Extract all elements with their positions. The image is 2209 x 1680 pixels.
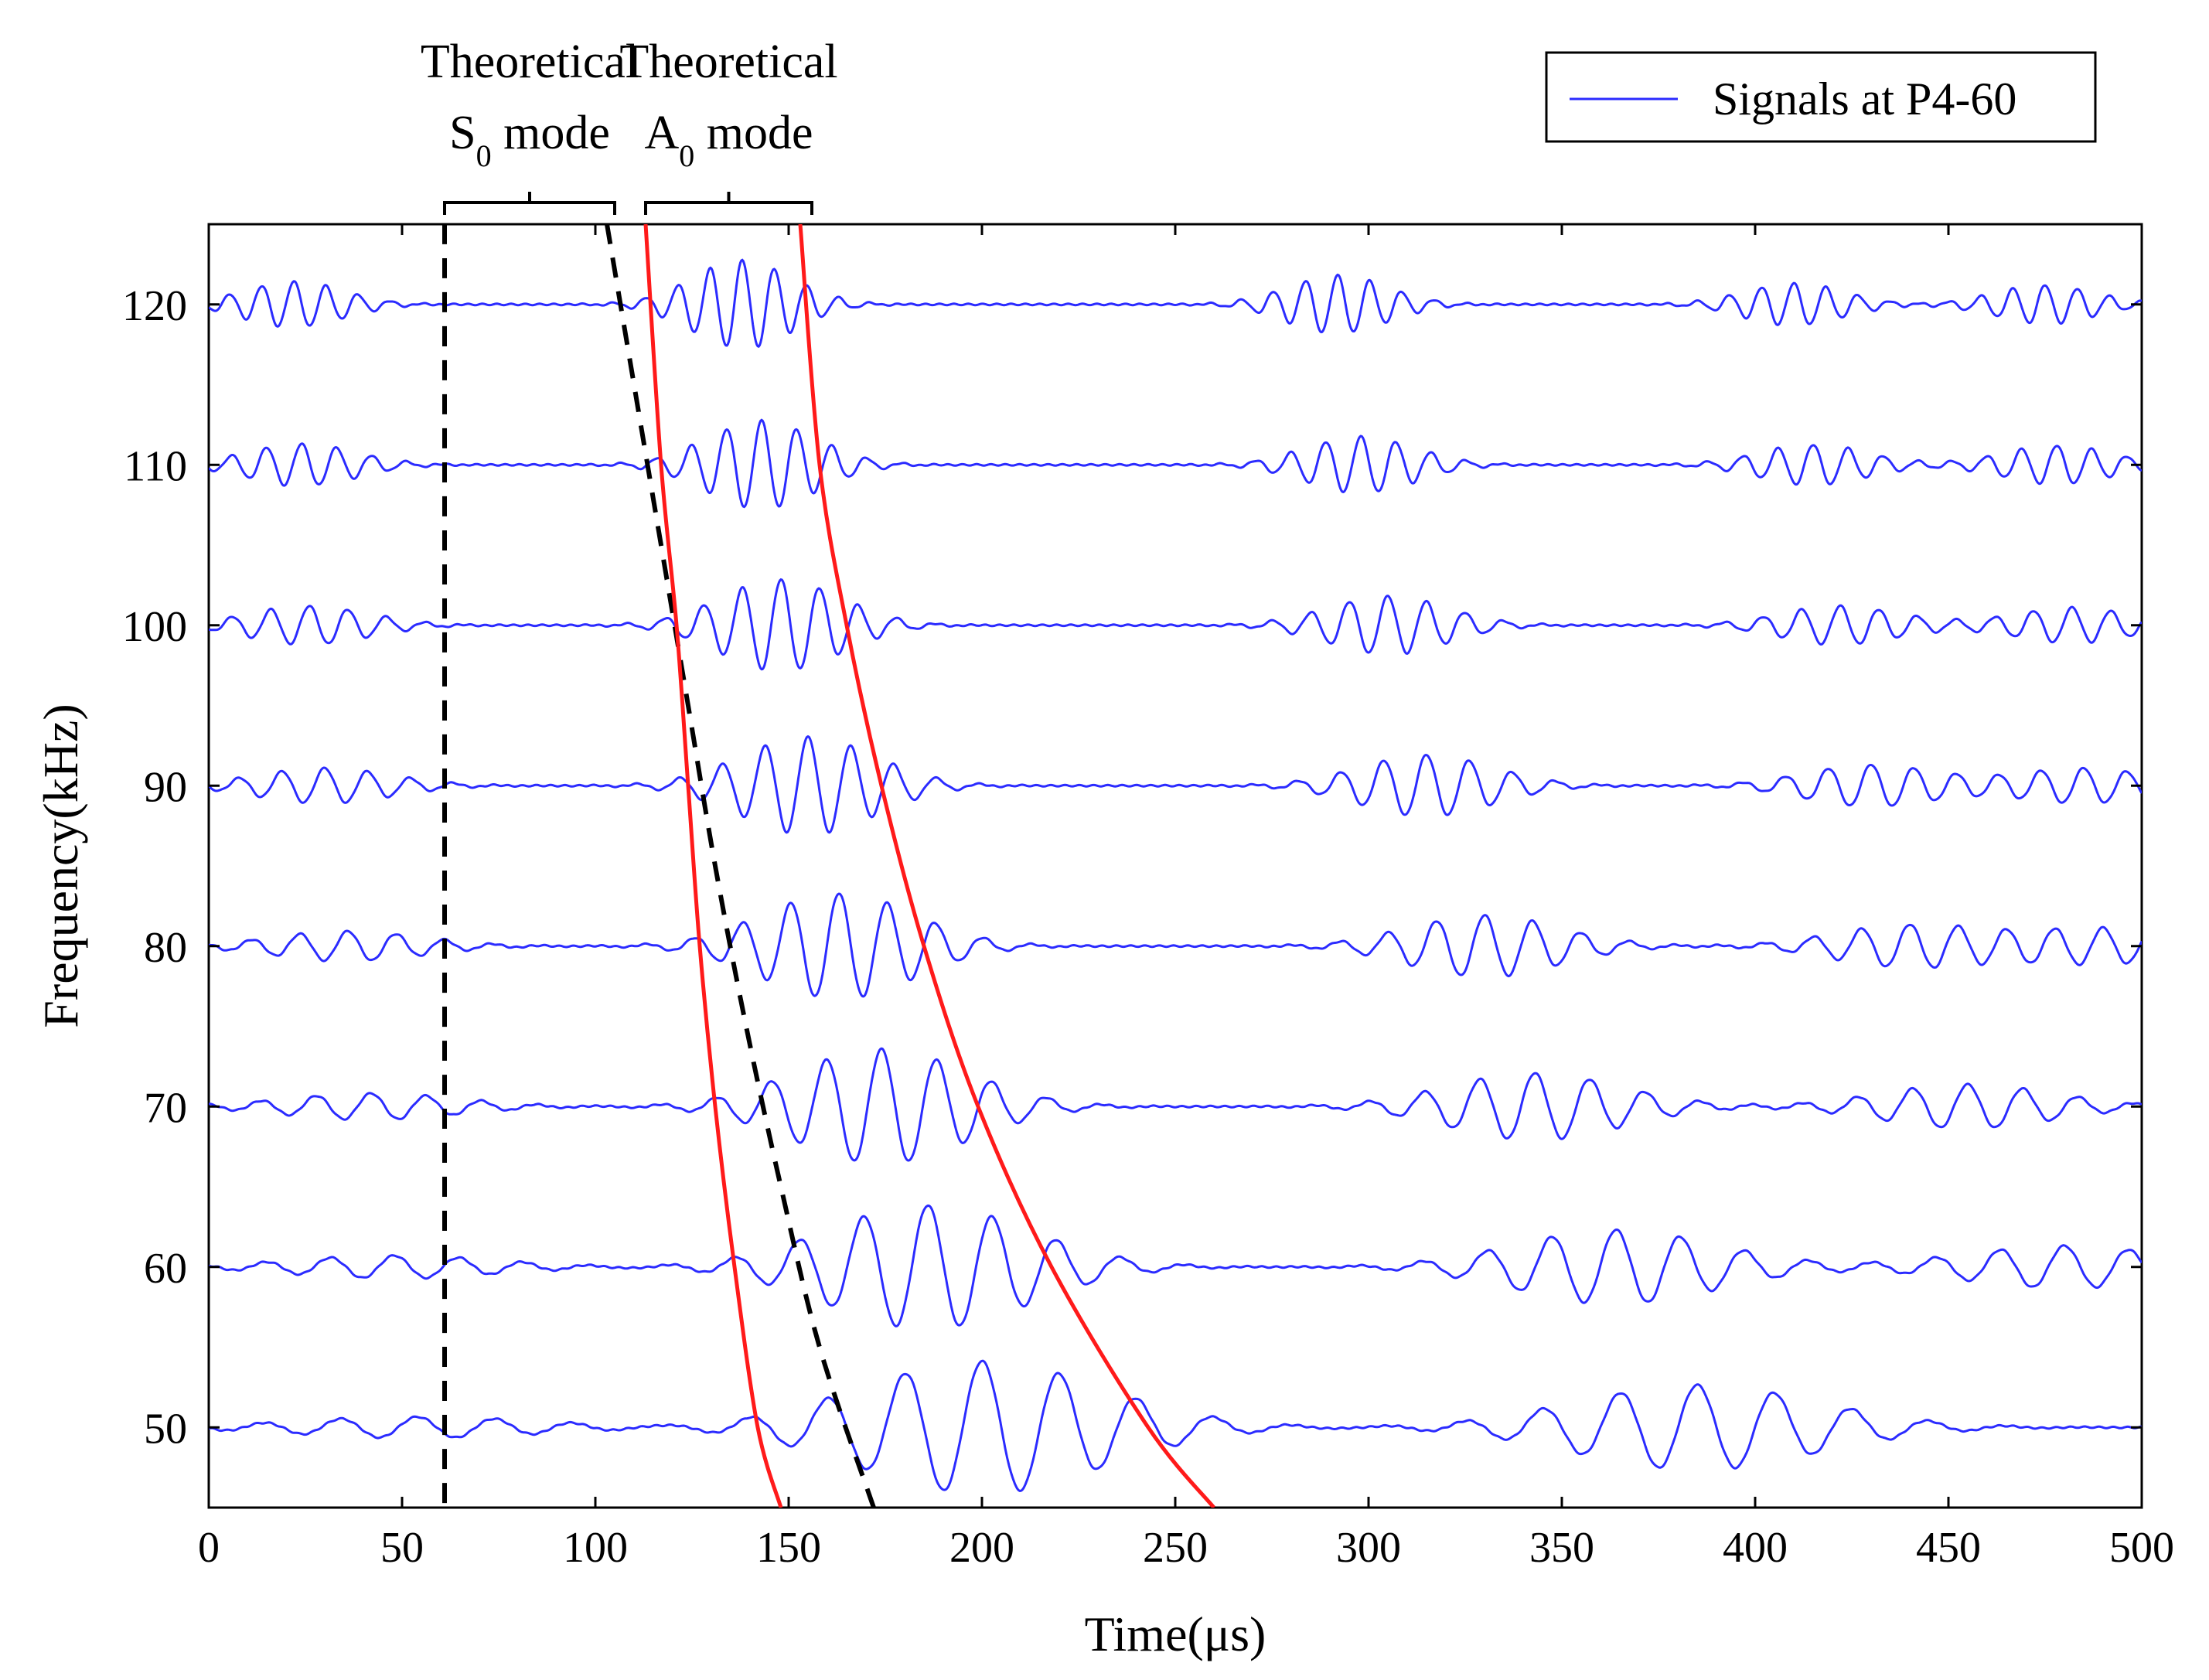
x-tick-label: 150 xyxy=(756,1524,821,1572)
x-tick-label: 400 xyxy=(1723,1524,1788,1572)
axis-ticks-layer: 0 50 100 150 200 250 300 350 400 450 500 50 60 70 80 90… xyxy=(122,224,2174,1572)
y-axis-title: Frequency(kHz) xyxy=(33,704,88,1027)
x-tick-label: 350 xyxy=(1529,1524,1594,1572)
signal-trace-70khz xyxy=(209,1047,2142,1162)
x-tick-label: 250 xyxy=(1143,1524,1208,1572)
signals-layer xyxy=(209,258,2142,1492)
mode-label-line2: S0 mode xyxy=(449,107,610,173)
mode-subscript: 0 xyxy=(679,138,694,173)
mode-label-line2: A0 mode xyxy=(644,107,813,173)
mode-label-line1: Theoretical xyxy=(421,36,639,88)
signal-trace-110khz xyxy=(209,418,2142,509)
x-tick-label: 50 xyxy=(380,1524,424,1572)
x-axis-title: Time(μs) xyxy=(1085,1607,1266,1661)
signal-trace-90khz xyxy=(209,734,2142,834)
x-tick-label: 450 xyxy=(1916,1524,1981,1572)
y-tick-label: 80 xyxy=(144,924,187,972)
mode-word: mode xyxy=(492,107,610,159)
y-tick-label: 60 xyxy=(144,1245,187,1293)
x-tick-label: 200 xyxy=(949,1524,1014,1572)
x-tick-label: 0 xyxy=(198,1524,220,1572)
theoretical-curve-2 xyxy=(605,224,876,1508)
signal-trace-80khz xyxy=(209,892,2142,998)
signal-trace-50khz xyxy=(209,1359,2142,1492)
mode-symbol: A xyxy=(644,107,679,159)
y-tick-label: 50 xyxy=(144,1405,187,1453)
mode-word: mode xyxy=(694,107,813,159)
signal-trace-120khz xyxy=(209,258,2142,348)
legend: Signals at P4-60 xyxy=(1545,51,2097,143)
signal-trace-100khz xyxy=(209,578,2142,671)
y-tick-label: 120 xyxy=(122,282,187,330)
theoretical-curve-3 xyxy=(643,224,783,1508)
mode-bracket-2 xyxy=(644,192,813,215)
legend-label: Signals at P4-60 xyxy=(1713,73,2016,124)
mode-label-line1: Theoretical xyxy=(619,36,837,88)
theoretical-curves-layer xyxy=(441,224,1215,1508)
theoretical-curve-4 xyxy=(798,224,1215,1508)
y-tick-label: 100 xyxy=(122,603,187,651)
y-tick-label: 90 xyxy=(144,763,187,811)
mode-bracket-1 xyxy=(443,192,616,215)
y-tick-label: 110 xyxy=(124,442,187,490)
plot-area-frame xyxy=(207,223,2143,1509)
mode-symbol: S xyxy=(449,107,476,159)
signal-trace-60khz xyxy=(209,1205,2142,1327)
x-tick-label: 500 xyxy=(2109,1524,2174,1572)
mode-subscript: 0 xyxy=(476,138,492,173)
x-tick-label: 300 xyxy=(1336,1524,1401,1572)
y-tick-label: 70 xyxy=(144,1084,187,1132)
legend-box xyxy=(1545,51,2097,143)
x-tick-label: 100 xyxy=(563,1524,628,1572)
